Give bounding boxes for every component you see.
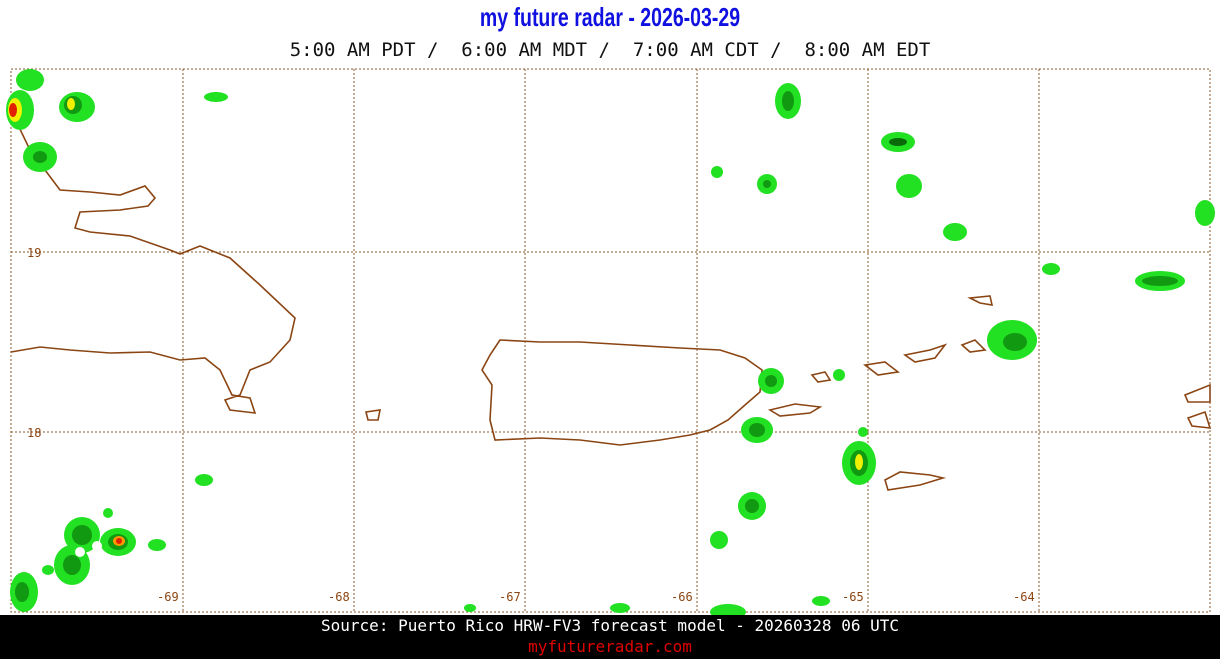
longitude-label: -66 — [671, 590, 693, 604]
coastlines — [10, 124, 1212, 491]
grid — [11, 69, 1210, 612]
title: my future radar - 2026-03-29 — [479, 2, 741, 32]
longitude-labels: -69 -68 -67 -66 -65 -64 — [157, 590, 1035, 604]
longitude-label: -68 — [328, 590, 350, 604]
longitude-label: -64 — [1013, 590, 1035, 604]
source: Source: Puerto Rico HRW-FV3 forecast mod… — [321, 616, 899, 635]
footer: Source: Puerto Rico HRW-FV3 forecast mod… — [0, 615, 1220, 659]
longitude-label: -69 — [157, 590, 179, 604]
latitude-label: 19 — [27, 246, 41, 260]
site-link[interactable]: myfutureradar.com — [528, 637, 692, 656]
time-line: 5:00 AM PDT / 6:00 AM MDT / 7:00 AM CDT … — [289, 39, 931, 61]
longitude-label: -67 — [499, 590, 521, 604]
latitude-label: 18 — [27, 426, 41, 440]
longitude-label: -65 — [842, 590, 864, 604]
radar-echoes — [6, 69, 1215, 615]
map-frame — [10, 68, 1211, 613]
